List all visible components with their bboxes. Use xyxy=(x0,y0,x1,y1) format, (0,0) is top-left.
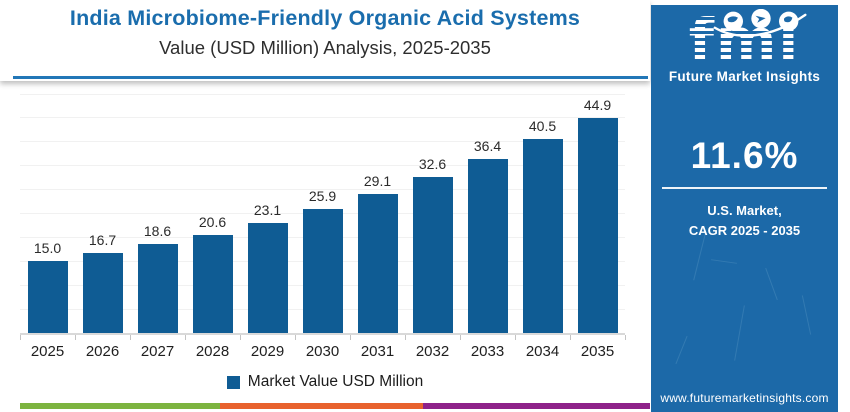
footer-stripe xyxy=(20,403,650,409)
bar-value-label-2031: 29.1 xyxy=(363,172,392,189)
axis-tick xyxy=(349,335,351,340)
texture-line xyxy=(801,295,812,335)
bar-2025 xyxy=(27,261,68,333)
axis-tick xyxy=(624,335,626,340)
sidebar-divider xyxy=(662,187,827,189)
bar-2030 xyxy=(302,209,343,333)
legend-swatch xyxy=(226,375,240,389)
bar-value-label-2027: 18.6 xyxy=(143,223,172,240)
texture-line xyxy=(734,305,745,361)
chart-subtitle: Value (USD Million) Analysis, 2025-2035 xyxy=(159,37,491,58)
x-axis-label-2030: 2030 xyxy=(305,343,340,360)
gridline-30 xyxy=(20,189,625,191)
sidebar: fmi Future Market Insights 11.6% U.S. Ma… xyxy=(651,5,838,412)
bar-cell-2027: 18.6 xyxy=(130,94,185,333)
bar-value-label-2033: 36.4 xyxy=(473,138,502,155)
bar-2027 xyxy=(137,244,178,333)
bar-cell-2034: 40.5 xyxy=(515,94,570,333)
x-axis-label-2026: 2026 xyxy=(85,343,120,360)
texture-line xyxy=(711,259,737,264)
bar-cell-2029: 23.1 xyxy=(240,94,295,333)
market-label: U.S. Market, CAGR 2025 - 2035 xyxy=(651,201,838,241)
chart-panel: India Microbiome-Friendly Organic Acid S… xyxy=(0,0,650,409)
axis-tick xyxy=(404,335,406,340)
axis-tick xyxy=(19,335,21,340)
bar-value-label-2034: 40.5 xyxy=(528,118,557,135)
bar-value-label-2035: 44.9 xyxy=(583,97,612,114)
gridline-45 xyxy=(20,117,625,119)
x-axis-label-2029: 2029 xyxy=(250,343,285,360)
axis-tick xyxy=(459,335,461,340)
x-axis-label-2025: 2025 xyxy=(30,343,65,360)
legend-label: Market Value USD Million xyxy=(247,373,424,390)
x-axis: 2025 2026 2027 2028 2029 2030 2031 2032 2033 2034… xyxy=(20,343,625,360)
bar-2029 xyxy=(247,222,288,333)
chart-title: India Microbiome-Friendly Organic Acid S… xyxy=(69,6,581,30)
bar-value-label-2026: 16.7 xyxy=(88,232,117,249)
axis-tick xyxy=(74,335,76,340)
header: India Microbiome-Friendly Organic Acid S… xyxy=(0,0,650,81)
bar-2031 xyxy=(357,193,398,333)
market-line1: U.S. Market, xyxy=(707,203,782,218)
bar-value-label-2025: 15.0 xyxy=(33,240,62,257)
x-axis-label-2028: 2028 xyxy=(195,343,230,360)
bar-chart-plot: 15.0 16.7 18.6 20.6 23.1 25.9 29.1 32.6 36.4 40.5… xyxy=(19,93,626,340)
bar-value-label-2030: 25.9 xyxy=(308,188,337,205)
bar-cell-2025: 15.0 xyxy=(20,94,75,333)
bar-2035 xyxy=(577,118,618,333)
bar-2033 xyxy=(467,159,508,333)
x-axis-label-2027: 2027 xyxy=(140,343,175,360)
bar-cell-2035: 44.9 xyxy=(570,94,625,333)
x-axis-label-2031: 2031 xyxy=(360,343,395,360)
axis-tick xyxy=(129,335,131,340)
texture-line xyxy=(675,335,688,365)
axis-tick xyxy=(239,335,241,340)
website-link[interactable]: www.futuremarketinsights.com xyxy=(660,391,829,405)
gridline-40 xyxy=(20,141,625,143)
bar-2028 xyxy=(192,234,233,333)
header-divider xyxy=(13,76,648,79)
bar-value-label-2028: 20.6 xyxy=(198,213,227,230)
logo-tagline: Future Market Insights xyxy=(668,69,821,84)
x-axis-label-2034: 2034 xyxy=(525,343,560,360)
axis-tick xyxy=(569,335,571,340)
bar-cell-2030: 25.9 xyxy=(295,94,350,333)
bar-2032 xyxy=(412,177,453,333)
stripe-segment-0 xyxy=(20,403,220,409)
globe-icons xyxy=(713,9,807,37)
axis-tick xyxy=(294,335,296,340)
gridline-35 xyxy=(20,165,625,167)
x-axis-label-2033: 2033 xyxy=(470,343,505,360)
gridline-50 xyxy=(20,93,625,95)
legend: Market Value USD Million xyxy=(0,373,650,391)
axis-tick xyxy=(514,335,516,340)
bar-2026 xyxy=(82,253,123,333)
texture-line xyxy=(765,267,778,301)
bar-cell-2026: 16.7 xyxy=(75,94,130,333)
x-axis-label-2032: 2032 xyxy=(415,343,450,360)
bar-2034 xyxy=(522,139,563,333)
bar-value-label-2029: 23.1 xyxy=(253,201,282,218)
bar-cell-2028: 20.6 xyxy=(185,94,240,333)
x-axis-label-2035: 2035 xyxy=(580,343,615,360)
fmi-logo: fmi Future Market Insights xyxy=(651,9,838,95)
bar-cell-2032: 32.6 xyxy=(405,94,460,333)
market-line2: CAGR 2025 - 2035 xyxy=(688,223,801,239)
stripe-segment-2 xyxy=(423,403,650,409)
bar-cell-2033: 36.4 xyxy=(460,94,515,333)
cagr-value: 11.6% xyxy=(690,135,799,176)
axis-tick xyxy=(184,335,186,340)
bar-cell-2031: 29.1 xyxy=(350,94,405,333)
stripe-segment-1 xyxy=(220,403,423,409)
bar-value-label-2032: 32.6 xyxy=(418,156,447,173)
